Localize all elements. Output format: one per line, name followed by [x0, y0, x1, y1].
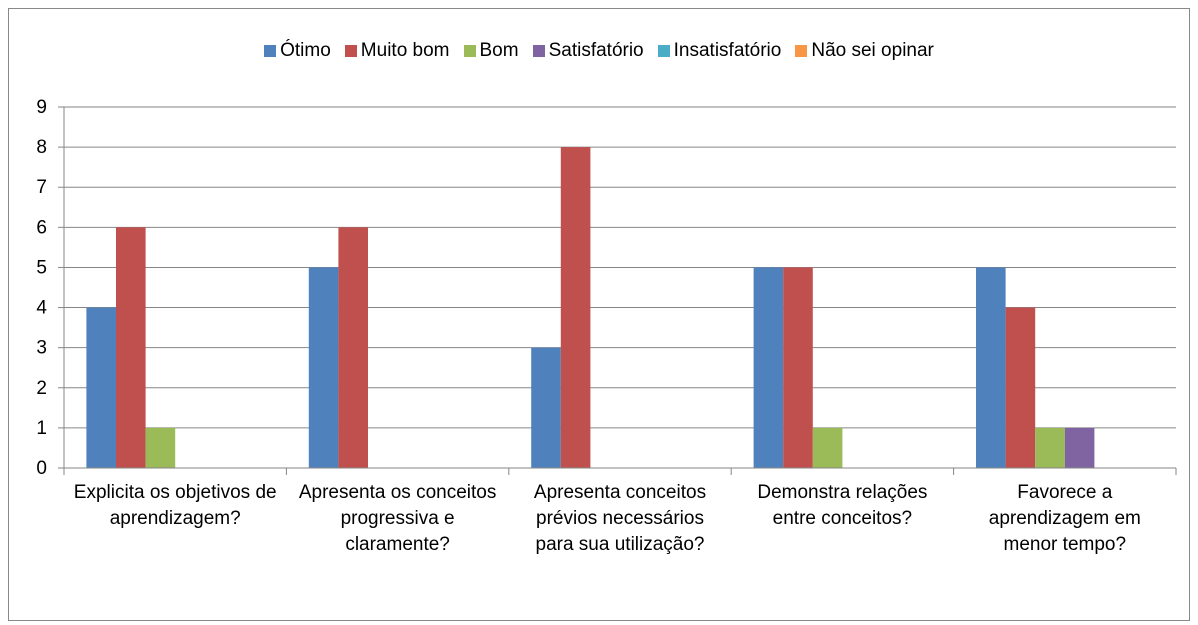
y-tick-label: 2 [36, 378, 47, 399]
bar [783, 267, 813, 468]
y-tick-label: 9 [36, 97, 47, 118]
legend-item: Insatisfatório [657, 40, 782, 62]
bar [338, 227, 368, 468]
legend-swatch [532, 45, 545, 57]
bar [1064, 427, 1095, 468]
legend-swatch [264, 45, 277, 57]
legend-item: Muito bom [344, 40, 450, 62]
legend-item: Não sei opinar [795, 40, 934, 62]
chart-border [8, 8, 1190, 621]
y-tick-label: 0 [36, 458, 47, 479]
bar [116, 227, 146, 468]
bar [531, 347, 561, 468]
bar [1005, 307, 1036, 468]
bar [560, 147, 591, 468]
legend-swatch [795, 45, 808, 57]
legend-label: Bom [479, 40, 519, 61]
y-tick-label: 1 [36, 418, 47, 439]
bar [812, 427, 843, 468]
bar [145, 427, 176, 468]
y-tick-label: 4 [36, 298, 47, 319]
y-tick-label: 8 [36, 137, 47, 158]
legend-label: Ótimo [280, 40, 331, 61]
legend-label: Insatisfatório [673, 40, 782, 61]
bar [753, 267, 784, 468]
legend-label: Satisfatório [548, 40, 644, 61]
bar [976, 267, 1006, 468]
x-tick-label: Demonstra relações entre conceitos? [757, 482, 928, 529]
x-tick-label: Explicita os objetivos de aprendizagem? [73, 482, 277, 529]
legend-item: Ótimo [264, 40, 331, 62]
y-tick-label: 3 [36, 338, 47, 359]
y-tick-label: 7 [36, 177, 47, 198]
y-tick-label: 5 [36, 257, 47, 278]
x-tick-label: Apresenta os conceitos progressiva e cla… [298, 482, 497, 555]
bar [86, 307, 116, 468]
legend-swatch [463, 45, 476, 57]
bar [1035, 427, 1065, 468]
x-tick-label: Apresenta conceitos prévios necessários … [533, 482, 707, 555]
legend-item: Satisfatório [532, 40, 644, 62]
legend-swatch [657, 45, 670, 57]
legend-item: Bom [463, 40, 519, 62]
legend-swatch [344, 45, 357, 57]
legend: Ótimo Muito bom Bom Satisfatório Insatisfató… [0, 40, 1198, 62]
x-tick-label: Favorece a aprendizagem em menor tempo? [988, 482, 1141, 555]
legend-label: Não sei opinar [811, 40, 934, 61]
y-tick-label: 6 [36, 217, 47, 238]
bar [308, 267, 339, 468]
legend-label: Muito bom [360, 40, 450, 61]
